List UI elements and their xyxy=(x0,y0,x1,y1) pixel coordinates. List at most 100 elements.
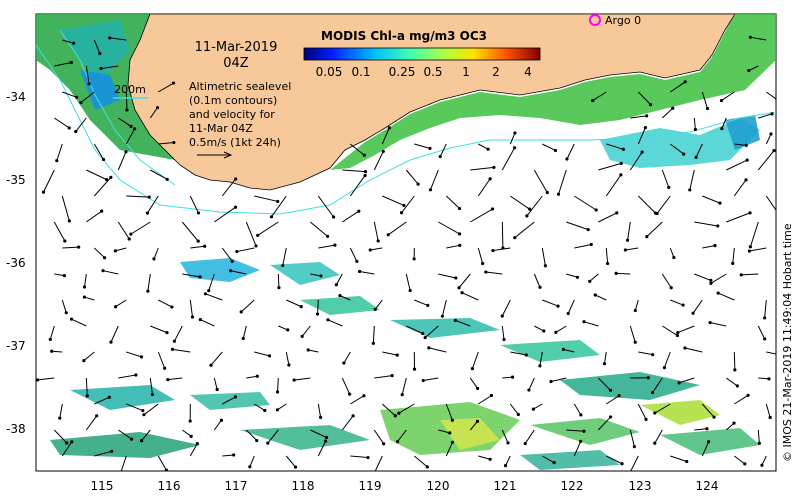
velocity-arrow-head xyxy=(409,289,412,292)
velocity-arrow-head xyxy=(254,244,257,247)
velocity-arrow-head xyxy=(58,417,61,420)
velocity-arrow-head xyxy=(163,367,166,370)
velocity-arrow-head xyxy=(758,442,761,445)
velocity-arrow-head xyxy=(366,456,369,459)
velocity-arrow-head xyxy=(682,152,685,155)
velocity-arrow-head xyxy=(242,337,245,340)
velocity-arrow-head xyxy=(134,373,137,376)
velocity-arrow-head xyxy=(377,239,380,242)
velocity-arrow-head xyxy=(129,125,132,128)
velocity-arrow-head xyxy=(198,275,201,278)
velocity-arrow-head xyxy=(286,328,289,331)
y-tick-label: -36 xyxy=(6,256,26,270)
velocity-arrow-head xyxy=(587,228,590,231)
velocity-arrow-head xyxy=(511,376,514,379)
velocity-arrow-head xyxy=(740,273,743,276)
velocity-arrow-head xyxy=(234,206,237,209)
velocity-arrow-head xyxy=(769,416,772,419)
velocity-arrow-head xyxy=(538,364,541,367)
velocity-arrow-head xyxy=(357,210,360,213)
velocity-arrow-head xyxy=(618,394,621,397)
velocity-arrow-head xyxy=(647,376,650,379)
velocity-arrow-head xyxy=(197,211,200,214)
velocity-arrow-head xyxy=(672,256,675,259)
velocity-arrow-head xyxy=(307,348,310,351)
velocity-arrow-head xyxy=(720,127,723,130)
velocity-arrow-head xyxy=(397,412,400,415)
velocity-arrow-head xyxy=(189,419,192,422)
velocity-arrow-head xyxy=(424,336,427,339)
velocity-arrow-head xyxy=(294,465,297,468)
x-tick-label: 124 xyxy=(696,479,719,493)
velocity-arrow-head xyxy=(733,368,736,371)
velocity-arrow-head xyxy=(99,67,102,70)
velocity-arrow-head xyxy=(197,240,200,243)
velocity-arrow-head xyxy=(460,291,463,294)
velocity-arrow-head xyxy=(152,257,155,260)
velocity-arrow-head xyxy=(441,315,444,318)
velocity-arrow-head xyxy=(769,132,772,135)
velocity-arrow-head xyxy=(567,312,570,315)
velocity-arrow-head xyxy=(770,112,773,115)
legend-tick-label: 0.25 xyxy=(389,65,416,79)
velocity-arrow-head xyxy=(103,256,106,259)
legend-tick-label: 4 xyxy=(524,65,532,79)
x-tick-label: 119 xyxy=(359,479,382,493)
velocity-arrow-head xyxy=(532,408,535,411)
velocity-arrow-head xyxy=(55,159,58,162)
velocity-arrow-head xyxy=(427,346,430,349)
velocity-arrow-head xyxy=(42,191,45,194)
velocity-arrow-head xyxy=(324,440,327,443)
velocity-arrow-head xyxy=(255,439,258,442)
velocity-arrow-head xyxy=(619,173,622,176)
time-title: 04Z xyxy=(223,56,249,71)
velocity-arrow-head xyxy=(525,353,528,356)
velocity-arrow-head xyxy=(653,442,656,445)
velocity-arrow-head xyxy=(620,462,623,465)
velocity-arrow-head xyxy=(235,250,238,253)
velocity-arrow-head xyxy=(458,232,461,235)
velocity-arrow-head xyxy=(746,159,749,162)
description-line: and velocity for xyxy=(189,108,275,121)
velocity-arrow-head xyxy=(68,126,71,129)
velocity-arrow-head xyxy=(688,188,691,191)
velocity-arrow-head xyxy=(72,42,75,45)
velocity-arrow-head xyxy=(266,442,269,445)
velocity-arrow-head xyxy=(695,156,698,159)
velocity-arrow-head xyxy=(670,286,673,289)
velocity-arrow-head xyxy=(256,234,259,237)
velocity-arrow-head xyxy=(86,394,89,397)
velocity-arrow-head xyxy=(615,211,618,214)
velocity-arrow-head xyxy=(191,315,194,318)
velocity-arrow-head xyxy=(716,224,719,227)
velocity-arrow-head xyxy=(417,182,420,185)
velocity-arrow-head xyxy=(276,408,279,411)
velocity-arrow-head xyxy=(609,389,612,392)
velocity-arrow-head xyxy=(108,396,111,399)
velocity-arrow-head xyxy=(644,418,647,421)
velocity-arrow-head xyxy=(65,441,68,444)
velocity-arrow-head xyxy=(748,249,751,252)
velocity-arrow-head xyxy=(633,445,636,448)
velocity-arrow-head xyxy=(428,147,431,150)
y-axis: -34 -35 -36 -37 -38 xyxy=(6,90,26,436)
velocity-arrow-head xyxy=(549,380,552,383)
velocity-arrow-head xyxy=(556,304,559,307)
velocity-arrow-head xyxy=(400,211,403,214)
velocity-arrow-head xyxy=(491,207,494,210)
velocity-arrow-head xyxy=(579,413,582,416)
velocity-arrow-head xyxy=(582,430,585,433)
velocity-arrow-head xyxy=(744,178,747,181)
y-tick-label: -38 xyxy=(6,422,26,436)
velocity-arrow-head xyxy=(256,375,259,378)
velocity-arrow-head xyxy=(651,391,654,394)
velocity-arrow-head xyxy=(606,262,609,265)
velocity-arrow-head xyxy=(204,292,207,295)
velocity-arrow-head xyxy=(471,367,474,370)
velocity-arrow-head xyxy=(772,149,775,152)
velocity-arrow-head xyxy=(622,148,625,151)
velocity-arrow-head xyxy=(363,174,366,177)
velocity-arrow-head xyxy=(476,387,479,390)
velocity-arrow-head xyxy=(50,350,53,353)
